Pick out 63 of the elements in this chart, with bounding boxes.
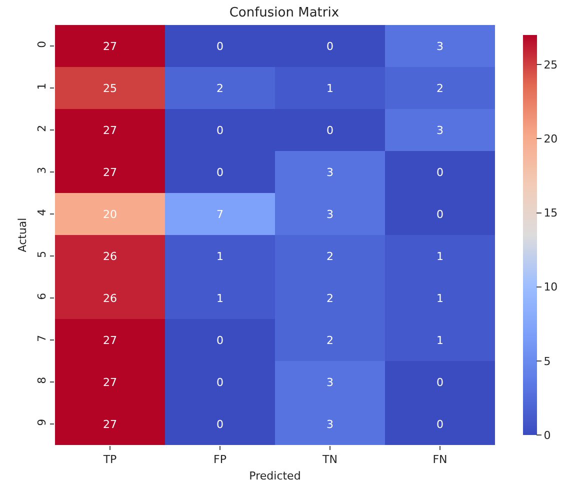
x-tick-label: FP bbox=[214, 453, 227, 466]
data-label: 0 bbox=[326, 124, 334, 137]
data-label: 27 bbox=[103, 166, 117, 179]
data-label: 27 bbox=[103, 376, 117, 389]
data-label: 3 bbox=[436, 124, 444, 137]
data-label: 3 bbox=[326, 166, 334, 179]
data-label: 0 bbox=[326, 40, 334, 53]
color-bar-label: 10 bbox=[544, 280, 558, 294]
x-tick-label: TP bbox=[102, 453, 118, 466]
data-label: 0 bbox=[216, 124, 224, 137]
y-axis-title: Actual bbox=[16, 218, 30, 252]
data-label: 3 bbox=[326, 208, 334, 221]
data-label: 3 bbox=[436, 40, 444, 53]
data-label: 27 bbox=[103, 334, 117, 347]
data-label: 0 bbox=[216, 166, 224, 179]
color-bar-label: 0 bbox=[544, 428, 551, 442]
data-label: 0 bbox=[216, 376, 224, 389]
data-label: 1 bbox=[326, 82, 334, 95]
color-bar-label: 25 bbox=[544, 58, 558, 72]
data-label: 20 bbox=[103, 208, 117, 221]
y-tick-label: 5 bbox=[36, 250, 49, 258]
data-label: 25 bbox=[103, 82, 117, 95]
data-label: 0 bbox=[216, 418, 224, 431]
data-label: 27 bbox=[103, 40, 117, 53]
y-tick-label: 7 bbox=[36, 334, 49, 342]
data-label: 0 bbox=[216, 40, 224, 53]
data-label: 3 bbox=[326, 418, 334, 431]
data-label: 1 bbox=[436, 334, 444, 347]
data-label: 1 bbox=[216, 292, 224, 305]
chart-title: Confusion Matrix bbox=[229, 5, 340, 20]
y-tick-label: 8 bbox=[36, 376, 49, 384]
data-label: 26 bbox=[103, 292, 117, 305]
data-label: 1 bbox=[216, 250, 224, 263]
color-bar-label: 20 bbox=[544, 132, 558, 146]
y-tick-label: 3 bbox=[36, 166, 49, 174]
data-label: 27 bbox=[103, 418, 117, 431]
data-label: 2 bbox=[326, 292, 334, 305]
color-bar-label: 15 bbox=[544, 206, 558, 220]
data-label: 1 bbox=[436, 292, 444, 305]
data-label: 2 bbox=[436, 82, 444, 95]
data-label: 0 bbox=[216, 334, 224, 347]
data-label: 0 bbox=[436, 418, 444, 431]
y-tick-label: 6 bbox=[36, 292, 49, 300]
x-tick-label: FN bbox=[432, 453, 448, 466]
data-label: 0 bbox=[436, 166, 444, 179]
color-bar-label: 5 bbox=[544, 354, 551, 368]
x-axis-title: Predicted bbox=[249, 469, 301, 482]
data-label: 2 bbox=[326, 250, 334, 263]
data-label: 0 bbox=[436, 376, 444, 389]
y-tick-label: 1 bbox=[36, 82, 49, 90]
data-label: 27 bbox=[103, 124, 117, 137]
y-tick-label: 9 bbox=[36, 418, 49, 426]
data-label: 26 bbox=[103, 250, 117, 263]
data-label: 0 bbox=[436, 208, 444, 221]
x-tick-label: TN bbox=[322, 453, 338, 466]
data-label: 7 bbox=[216, 208, 224, 221]
y-tick-label: 0 bbox=[36, 40, 49, 48]
data-label: 3 bbox=[326, 376, 334, 389]
data-label: 1 bbox=[436, 250, 444, 263]
y-tick-label: 4 bbox=[36, 208, 49, 216]
data-label: 2 bbox=[216, 82, 224, 95]
y-tick-label: 2 bbox=[36, 124, 49, 132]
data-label: 2 bbox=[326, 334, 334, 347]
